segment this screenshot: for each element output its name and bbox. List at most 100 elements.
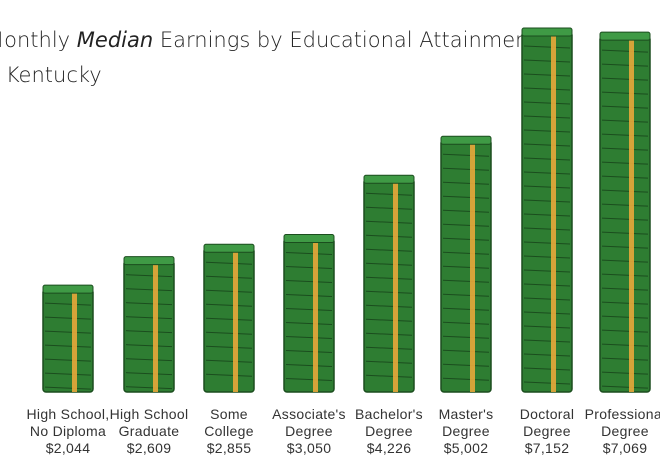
bill-edge: [601, 161, 649, 165]
band-strap: [153, 260, 158, 392]
bill-edge: [205, 317, 253, 321]
bill-edge: [125, 330, 173, 334]
bill-edge: [285, 265, 333, 269]
bill-edge: [601, 49, 649, 53]
bill-edge: [601, 231, 649, 235]
bill-edge: [365, 360, 413, 364]
bill-edge: [601, 217, 649, 221]
x-tick-label: Professional: [585, 406, 660, 422]
bill-edge: [523, 227, 571, 231]
bill-edge: [523, 353, 571, 357]
x-tick-label: Degree: [365, 423, 413, 439]
bill-edge: [523, 171, 571, 175]
x-tick-label: Degree: [601, 423, 649, 439]
bill-edge: [442, 237, 490, 241]
bar: [599, 35, 651, 393]
bill-edge: [523, 59, 571, 63]
bill-edge: [125, 302, 173, 306]
bill-edge: [44, 344, 92, 348]
bill-edge: [523, 45, 571, 49]
bill-edge: [285, 279, 333, 283]
money-stack: [283, 233, 335, 393]
bill-edge: [365, 248, 413, 252]
stack-top: [203, 243, 255, 253]
bill-edge: [365, 374, 413, 378]
bill-edge: [44, 372, 92, 376]
bill-edge: [44, 358, 92, 362]
value-label: $2,609: [127, 440, 172, 456]
bill-edge: [601, 175, 649, 179]
x-tick-label: Some: [210, 406, 248, 422]
bill-edge: [125, 274, 173, 278]
bill-edge: [442, 265, 490, 269]
x-tick-label: High School,: [27, 406, 110, 422]
title-part: Earnings by Educational Attainment: [160, 28, 537, 52]
bill-edge: [601, 245, 649, 249]
bill-edge: [601, 357, 649, 361]
bill-edge: [205, 373, 253, 377]
bill-edge: [44, 316, 92, 320]
bill-edge: [285, 363, 333, 367]
title-part: Median: [77, 28, 153, 52]
bill-edge: [523, 269, 571, 273]
bill-edge: [125, 372, 173, 376]
bill-edge: [442, 181, 490, 185]
money-stack: [521, 27, 573, 393]
x-tick-label: Master's: [439, 406, 494, 422]
bill-edge: [125, 386, 173, 390]
bill-edge: [523, 213, 571, 217]
x-tick-label: Degree: [523, 423, 571, 439]
bill-edge: [523, 255, 571, 259]
bill-edge: [601, 189, 649, 193]
bill-edge: [601, 259, 649, 263]
bill-edge: [205, 331, 253, 335]
bill-edge: [601, 203, 649, 207]
bill-edge: [205, 261, 253, 265]
bill-edge: [601, 119, 649, 123]
value-label: $5,002: [444, 440, 489, 456]
band-strap: [233, 248, 238, 392]
band-strap: [470, 140, 475, 392]
x-tick-label: Graduate: [119, 423, 180, 439]
bill-edge: [442, 209, 490, 213]
bill-edge: [601, 133, 649, 137]
bill-edge: [523, 143, 571, 147]
bill-edge: [44, 330, 92, 334]
value-label: $2,044: [46, 440, 91, 456]
x-tick-label: Degree: [442, 423, 490, 439]
bill-edge: [442, 363, 490, 367]
value-label: $3,050: [287, 440, 332, 456]
bill-edge: [285, 251, 333, 255]
chart-title: Monthly Median Earnings by Educational A…: [0, 28, 537, 52]
bill-edge: [523, 297, 571, 301]
band-strap: [72, 289, 77, 392]
bill-edge: [523, 241, 571, 245]
bill-edge: [523, 87, 571, 91]
bar: [283, 237, 335, 393]
bill-edge: [523, 325, 571, 329]
band-strap: [393, 179, 398, 392]
bill-edge: [523, 129, 571, 133]
title-part: Monthly: [0, 28, 70, 52]
bill-edge: [125, 358, 173, 362]
bill-edge: [601, 329, 649, 333]
bill-edge: [285, 377, 333, 381]
bar: [521, 31, 573, 393]
money-stack: [363, 174, 415, 393]
bill-edge: [125, 316, 173, 320]
bill-edge: [44, 386, 92, 390]
bill-edge: [442, 321, 490, 325]
bill-edge: [205, 345, 253, 349]
bill-edge: [523, 283, 571, 287]
bar: [123, 259, 175, 393]
bill-edge: [523, 381, 571, 385]
bill-edge: [442, 153, 490, 157]
bill-edge: [365, 262, 413, 266]
bar: [363, 178, 415, 393]
stack-top: [363, 174, 415, 184]
value-label: $2,855: [207, 440, 252, 456]
stack-top: [521, 27, 573, 37]
x-tick-label: College: [204, 423, 254, 439]
bill-edge: [601, 63, 649, 67]
